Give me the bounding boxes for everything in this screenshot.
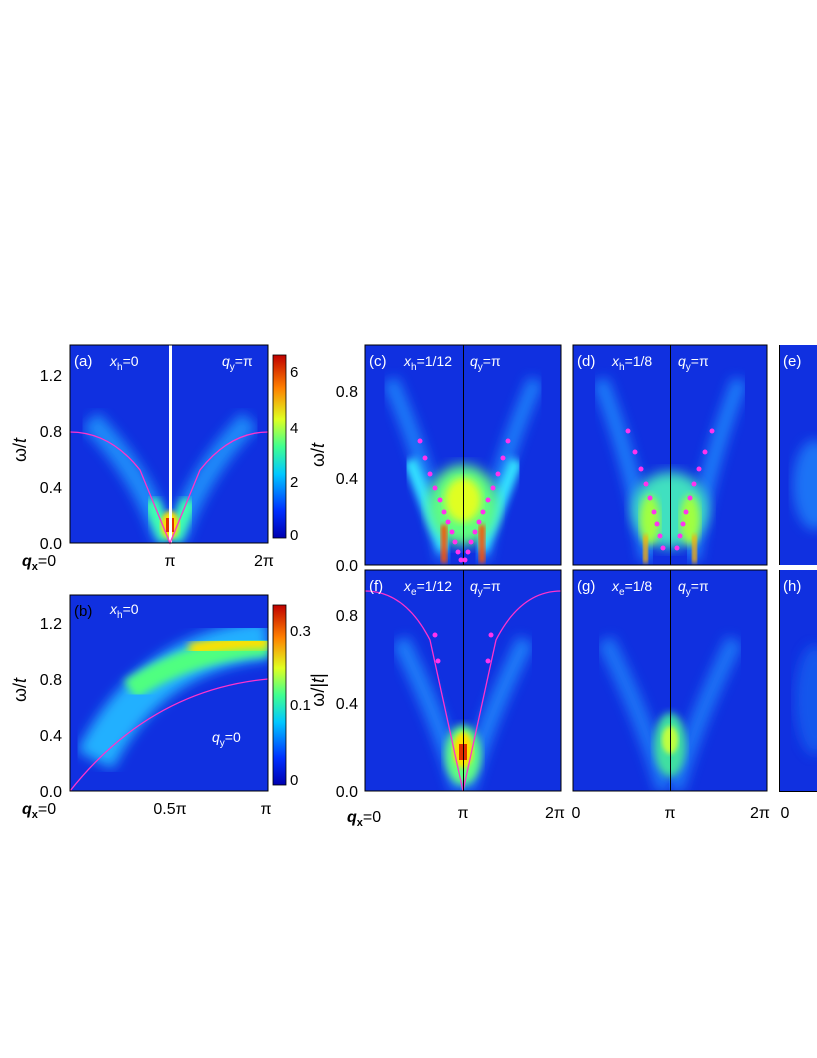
panel-b-colorbar-ticks: 0 0.1 0.3 xyxy=(290,623,311,789)
panel-f-xtick-pi: π xyxy=(457,805,468,822)
ytick: 0.8 xyxy=(40,672,62,689)
panel-f-doping: xe=1/12 xyxy=(403,578,452,598)
panel-a-label: (a) xyxy=(74,353,92,370)
cbar-tick: 0.1 xyxy=(290,697,311,714)
panel-d-frame xyxy=(572,344,768,566)
panel-g-xtick-0: 0 xyxy=(572,805,581,822)
panel-f-xtick-0: qx=0 xyxy=(347,809,381,829)
panel-f-frame xyxy=(364,569,562,792)
panel-c-frame xyxy=(364,344,562,566)
panel-b-xtick-pi: π xyxy=(260,801,271,818)
panel-g-label: (g) xyxy=(577,578,595,595)
ytick: 1.2 xyxy=(40,368,62,385)
ytick: 1.2 xyxy=(40,616,62,633)
cbar-tick: 0 xyxy=(290,772,298,789)
ytick: 0.0 xyxy=(40,784,62,801)
cbar-tick: 6 xyxy=(290,364,298,381)
panel-b-label: (b) xyxy=(74,603,92,620)
panel-g-doping: xe=1/8 xyxy=(611,578,652,598)
panel-e: (e) xyxy=(779,345,817,565)
ytick: 0.0 xyxy=(40,536,62,553)
panel-b-yticks: 0.0 0.4 0.8 1.2 xyxy=(40,616,62,801)
panel-h-label: (h) xyxy=(783,578,801,595)
panel-a-doping: xh=0 xyxy=(109,353,139,373)
panel-a-qfixed: qy=π xyxy=(222,353,253,373)
panel-b-heatmap xyxy=(77,620,268,770)
panel-b-xtick-0: qx=0 xyxy=(22,801,56,821)
panel-c-ylabel: ω/t xyxy=(308,442,328,467)
panel-b-magenta-curve xyxy=(69,678,269,792)
panel-f-qfixed: qy=π xyxy=(470,578,501,598)
panel-g-xtick-2pi: 2π xyxy=(750,805,770,822)
cbar-tick: 0 xyxy=(290,527,298,544)
panel-g: (g) xe=1/8 qy=π 0 π 2π xyxy=(572,569,770,822)
ytick: 0.4 xyxy=(336,696,358,713)
panel-f: (f) xe=1/12 qy=π 0.0 0.4 0.8 ω/|t| qx=0 … xyxy=(308,569,565,829)
ytick: 0.8 xyxy=(40,424,62,441)
panel-d-doping: xh=1/8 xyxy=(611,353,652,373)
panel-d: (d) xh=1/8 qy=π xyxy=(572,344,768,566)
panel-b-doping: xh=0 xyxy=(109,601,139,621)
panel-f-ylabel: ω/|t| xyxy=(308,673,328,706)
panel-c-qfixed: qy=π xyxy=(470,353,501,373)
panel-a-ylabel: ω/t xyxy=(10,437,30,462)
panel-c-doping: xh=1/12 xyxy=(403,353,452,373)
panel-d-qfixed: qy=π xyxy=(678,353,709,373)
ytick: 0.8 xyxy=(336,608,358,625)
panel-b-colorbar xyxy=(272,604,287,786)
panel-g-xtick-pi: π xyxy=(664,805,675,822)
panel-a-xtick-0: qx=0 xyxy=(22,553,56,573)
ytick: 0.0 xyxy=(336,784,358,801)
panel-b-qfixed: qy=0 xyxy=(212,729,241,749)
panel-h-xtick-0: 0 xyxy=(781,805,790,822)
panel-e-label: (e) xyxy=(783,353,801,370)
panel-a-yticks: 0.0 0.4 0.8 1.2 xyxy=(40,368,62,553)
panel-b-xtick-half: 0.5π xyxy=(153,801,186,818)
panel-d-label: (d) xyxy=(577,353,595,370)
ytick: 0.8 xyxy=(336,384,358,401)
panel-a: (a) xh=0 qy=π 0.0 0.4 0.8 1.2 ω/t qx=0 π… xyxy=(10,344,298,573)
panel-g-qfixed: qy=π xyxy=(678,578,709,598)
ytick: 0.4 xyxy=(40,480,62,497)
panel-f-xtick-2pi: 2π xyxy=(545,805,565,822)
cbar-tick: 2 xyxy=(290,474,298,491)
panel-a-colorbar xyxy=(272,354,287,539)
panel-h: (h) 0 xyxy=(779,570,817,822)
panel-c-dots xyxy=(417,438,511,563)
panel-a-xtick-2pi: 2π xyxy=(254,553,274,570)
panel-c-label: (c) xyxy=(369,353,387,370)
cbar-tick: 4 xyxy=(290,420,298,437)
panel-c: (c) xh=1/12 qy=π 0.0 0.4 0.8 ω/t xyxy=(308,344,562,575)
panel-a-frame xyxy=(69,344,269,544)
ytick: 0.0 xyxy=(336,558,358,575)
ytick: 0.4 xyxy=(336,471,358,488)
panel-f-label: (f) xyxy=(369,578,383,595)
ytick: 0.4 xyxy=(40,728,62,745)
panel-f-dots xyxy=(432,632,494,664)
panel-a-colorbar-ticks: 0 2 4 6 xyxy=(290,364,298,544)
panel-d-dots xyxy=(625,428,715,551)
panel-a-xtick-pi: π xyxy=(164,553,175,570)
panel-c-yticks: 0.0 0.4 0.8 xyxy=(336,384,358,575)
panel-b-frame xyxy=(69,594,269,792)
panel-b-ylabel: ω/t xyxy=(10,677,30,702)
panel-b: (b) xh=0 qy=0 0.0 0.4 0.8 1.2 ω/t qx=0 0… xyxy=(10,594,311,821)
panel-g-frame xyxy=(572,569,768,792)
cbar-tick: 0.3 xyxy=(290,623,311,640)
panel-f-yticks: 0.0 0.4 0.8 xyxy=(336,608,358,801)
